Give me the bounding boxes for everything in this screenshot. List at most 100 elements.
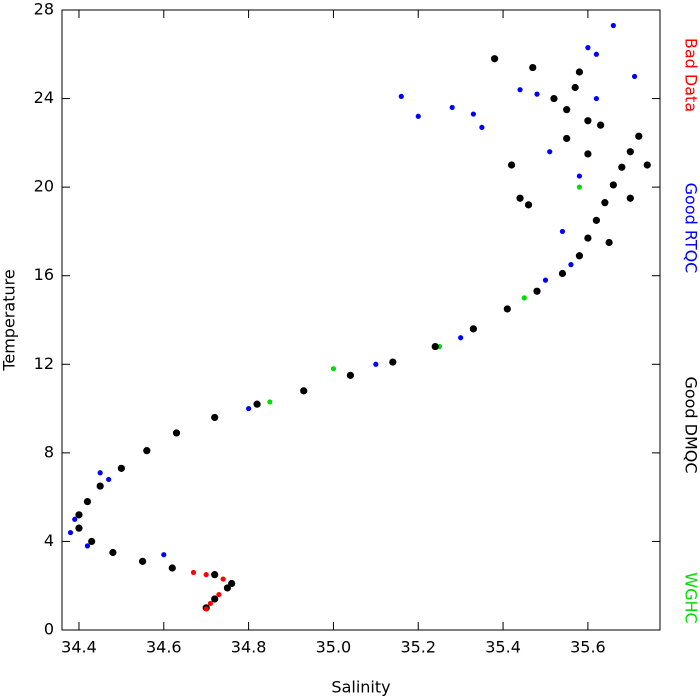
point <box>575 252 584 260</box>
point <box>211 413 219 422</box>
point <box>592 216 600 224</box>
point <box>563 134 571 143</box>
point <box>529 63 537 72</box>
point <box>300 387 308 395</box>
point <box>458 335 464 341</box>
y-tick-label: 28 <box>34 0 54 19</box>
point <box>138 557 147 565</box>
point <box>547 149 553 155</box>
point <box>550 94 558 103</box>
x-tick-label: 35.4 <box>485 638 521 657</box>
y-tick-label: 12 <box>34 354 54 373</box>
point <box>571 83 579 92</box>
point <box>584 150 592 158</box>
point <box>203 606 209 612</box>
point <box>516 194 524 202</box>
point <box>373 361 379 367</box>
point <box>168 564 176 572</box>
point <box>470 111 476 117</box>
point <box>558 269 567 278</box>
point <box>431 342 439 351</box>
point <box>161 552 167 558</box>
point <box>207 600 214 607</box>
point <box>211 571 219 579</box>
point <box>228 579 236 588</box>
point <box>507 161 516 169</box>
x-tick-label: 34.6 <box>146 638 182 657</box>
point <box>605 238 613 247</box>
point <box>643 161 651 169</box>
legend-entry: Good RTQC <box>682 183 700 274</box>
point <box>109 548 117 557</box>
point <box>449 104 455 111</box>
point <box>542 277 549 283</box>
point <box>83 497 92 506</box>
y-tick-label: 8 <box>44 442 54 461</box>
point <box>84 543 91 549</box>
point <box>601 199 609 207</box>
point <box>490 55 499 63</box>
point <box>172 429 181 437</box>
legend-entry: Good DMQC <box>682 376 700 473</box>
point <box>533 287 541 295</box>
y-tick-label: 16 <box>34 265 54 284</box>
x-tick-label: 35.2 <box>400 638 436 657</box>
point <box>97 470 103 476</box>
point <box>575 68 584 76</box>
y-tick-label: 20 <box>34 177 54 196</box>
point <box>253 400 261 408</box>
point <box>584 234 592 242</box>
legend-entry: WGHC <box>682 572 700 623</box>
point <box>75 524 83 532</box>
y-tick-label: 0 <box>44 620 54 639</box>
point <box>398 93 404 99</box>
y-tick-label: 24 <box>34 88 54 107</box>
point <box>246 405 252 412</box>
legend-entry: Bad Data <box>682 38 700 112</box>
point <box>576 173 583 179</box>
point <box>96 482 104 490</box>
point <box>593 95 599 102</box>
point <box>106 476 112 483</box>
x-tick-label: 34.4 <box>61 638 97 657</box>
y-axis-label: Temperature <box>0 269 19 371</box>
point <box>88 537 96 546</box>
point <box>626 194 634 202</box>
point <box>597 121 605 129</box>
point <box>220 576 226 582</box>
x-axis-label: Salinity <box>331 678 390 697</box>
point <box>631 73 638 80</box>
point <box>609 181 617 189</box>
point <box>330 366 337 372</box>
y-tick-label: 4 <box>44 531 54 550</box>
point <box>585 45 591 51</box>
point <box>517 87 523 93</box>
point <box>415 113 421 119</box>
point <box>117 464 125 472</box>
point <box>389 358 397 366</box>
point <box>469 325 477 333</box>
point <box>618 163 626 171</box>
point <box>479 124 485 130</box>
x-tick-label: 35.6 <box>570 638 606 657</box>
point <box>524 201 533 209</box>
point <box>203 572 209 578</box>
point <box>216 591 222 598</box>
point <box>635 132 643 140</box>
x-tick-label: 34.8 <box>231 638 267 657</box>
point <box>211 595 219 603</box>
plot-frame <box>61 9 661 631</box>
point <box>72 516 78 522</box>
point <box>534 91 540 97</box>
point <box>568 262 574 268</box>
point <box>584 117 592 125</box>
point <box>75 511 83 519</box>
point <box>190 569 197 576</box>
point <box>503 305 511 313</box>
point <box>576 184 583 190</box>
point <box>346 371 354 379</box>
point <box>593 51 599 57</box>
point <box>267 399 273 405</box>
point <box>521 295 527 301</box>
